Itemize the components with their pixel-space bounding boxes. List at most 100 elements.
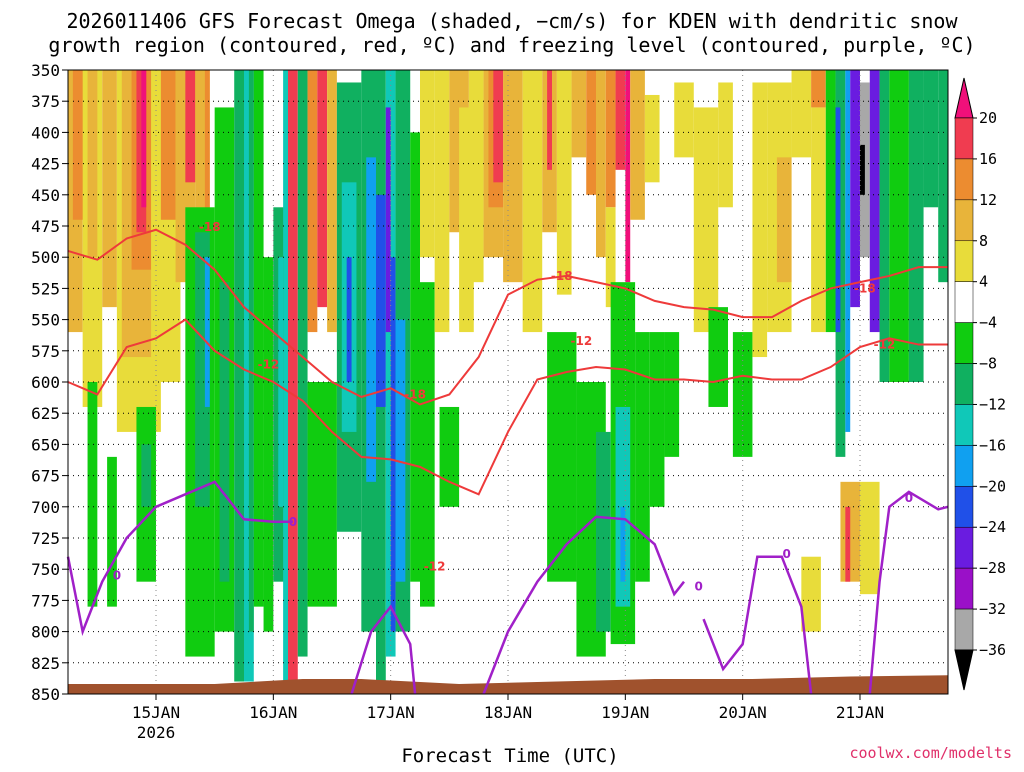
y-tick-label-2: 400 [31,123,60,142]
omega-cell-86 [693,107,719,333]
colorbar-label-7: −12 [979,395,1006,413]
colorbar-label-10: −24 [979,518,1006,536]
y-tick-label-17: 775 [31,591,60,610]
omega-cell-108 [938,70,948,283]
x-tick-label-0: 15JAN [132,703,180,722]
omega-cell-53 [420,282,435,607]
colorbar: 20 16 12 8 4 −4 −8 −12 −16 −20 −24 −28 −32 −36 [954,77,1006,691]
colorbar-label-1: 16 [979,150,997,168]
y-tick-label-7: 525 [31,279,60,298]
omega-cell-66 [556,70,572,295]
omega-cell-15 [204,70,210,258]
axes: 350 375 400 425 450 475 500 525 550 575 600 625 650 6… [31,61,949,742]
omega-cell-110 [845,506,851,582]
omega-cell-33 [283,70,288,694]
omega-cell-89 [732,332,753,457]
omega-cell-36 [317,70,328,308]
omega-cell-25 [234,70,244,682]
omega-cell-98 [835,107,841,333]
omega-cell-51 [410,132,420,582]
colorbar-box-3 [954,240,974,282]
colorbar-box-7 [954,404,974,446]
colorbar-bottom-arrow [954,649,974,691]
omega-cell-37 [327,70,337,333]
omega-cell-69 [596,70,606,258]
x-tick-label-3: 18JAN [484,703,532,722]
contour-label-2: -18 [404,387,426,401]
omega-cell-9 [141,70,147,208]
omega-cell-47 [385,107,391,333]
y-tick-label-10: 600 [31,373,60,392]
y-tick-label-0: 350 [31,61,60,80]
colorbar-box-12 [954,608,974,651]
omega-shading [68,70,948,694]
colorbar-label-9: −20 [979,477,1006,495]
omega-cell-22 [204,257,210,407]
y-tick-label-6: 500 [31,248,60,267]
x-tick-label-2: 17JAN [367,703,415,722]
omega-cell-38 [307,382,337,607]
colorbar-box-6 [954,363,974,405]
omega-cell-83 [649,332,665,507]
omega-cell-52 [420,70,435,258]
omega-cell-68 [586,70,596,195]
omega-cell-87 [708,307,728,407]
omega-cell-41 [346,257,352,382]
y-tick-label-12: 650 [31,435,60,454]
dgz-contour-0 [67,228,948,406]
omega-cell-104 [879,70,890,382]
omega-cell-24 [219,282,230,582]
omega-cell-94 [811,70,826,108]
omega-cell-81 [620,506,626,582]
freezing-contour-2 [482,515,685,695]
omega-cell-45 [376,194,386,407]
y-tick-label-1: 375 [31,92,60,111]
omega-cell-27 [248,70,254,632]
omega-cell-65 [547,70,552,170]
omega-cell-85 [674,82,694,158]
contour-label-6: -18 [854,281,876,295]
contour-label-5: -12 [570,334,592,348]
omega-cell-82 [635,332,650,582]
colorbar-label-3: 8 [979,232,988,250]
omega-cell-106 [908,70,924,382]
omega-cell-43 [366,157,376,482]
omega-cell-35 [307,70,318,333]
omega-cell-93 [791,70,812,158]
omega-cell-103 [869,70,880,333]
omega-cell-34 [297,70,308,657]
omega-cell-71 [605,207,616,308]
omega-cell-57 [439,406,460,507]
colorbar-label-13: −36 [979,641,1006,659]
colorbar-box-0 [954,117,974,160]
terrain-layer [68,675,948,694]
x-tick-label-5: 20JAN [719,703,767,722]
omega-cell-28 [253,70,264,607]
omega-cell-16 [87,382,98,607]
credit-text: coolwx.com/modelts [849,744,1012,762]
omega-cell-99 [845,70,851,432]
contour-label-10: 0 [694,580,702,594]
colorbar-label-2: 12 [979,191,997,209]
contour-label-12: 0 [905,491,913,505]
x-tick-label-1: 16JAN [249,703,297,722]
freezing-contour-0 [66,480,293,637]
omega-cell-84 [664,332,680,457]
y-tick-label-18: 800 [31,623,60,642]
y-tick-label-3: 425 [31,155,60,174]
dgz-contour-1 [67,318,948,496]
terrain-fill [68,675,948,694]
omega-cell-74 [630,70,645,220]
freezing-contour-4 [868,490,949,695]
omega-cell-96 [825,70,836,333]
y-tick-label-19: 825 [31,654,60,673]
y-tick-label-16: 750 [31,560,60,579]
y-tick-label-14: 700 [31,498,60,517]
omega-cell-4 [102,70,117,308]
colorbar-top-arrow [954,77,974,119]
omega-cell-76 [547,332,577,582]
colorbar-box-2 [954,199,974,242]
contour-label-1: -12 [258,358,280,372]
